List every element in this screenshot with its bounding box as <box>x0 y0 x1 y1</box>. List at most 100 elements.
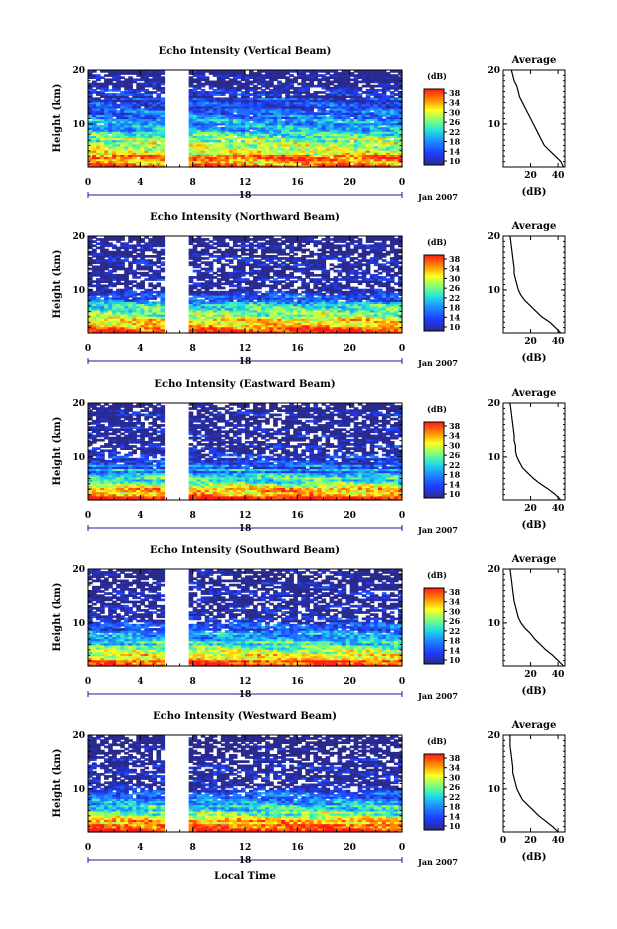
heatmap-cell <box>136 72 141 75</box>
heatmap-cell <box>116 145 121 149</box>
heatmap-cell <box>321 118 327 122</box>
heatmap-cell <box>104 103 109 107</box>
heatmap-cell <box>88 101 93 105</box>
heatmap-cell <box>220 70 226 73</box>
heatmap-cell <box>261 328 266 332</box>
heatmap-cell <box>317 311 323 315</box>
heatmap-cell <box>373 162 379 166</box>
heatmap-cell <box>212 330 218 334</box>
heatmap-cell <box>389 162 395 166</box>
heatmap-cell <box>265 72 270 75</box>
heatmap-cell <box>216 280 222 283</box>
heatmap-cell <box>144 141 149 145</box>
heatmap-cell <box>277 290 282 294</box>
heatmap-cell <box>277 118 282 122</box>
heatmap-cell <box>160 164 166 168</box>
heatmap-cell <box>317 124 323 128</box>
heatmap-cell <box>92 303 97 307</box>
heatmap-cell <box>208 309 214 313</box>
heatmap-cell <box>228 126 234 130</box>
heatmap-cell <box>313 326 319 330</box>
heatmap-cell <box>132 114 137 117</box>
heatmap-cell <box>309 70 315 73</box>
heatmap-cell <box>96 148 101 151</box>
heatmap-cell <box>212 303 218 307</box>
heatmap-cell <box>236 322 242 326</box>
heatmap-cell <box>228 141 234 145</box>
heatmap-cell <box>128 131 133 134</box>
heatmap-cell <box>224 314 230 317</box>
heatmap-cell <box>200 101 206 105</box>
heatmap-cell <box>369 330 375 334</box>
heatmap-cell <box>389 311 395 315</box>
heatmap-cell <box>345 103 351 107</box>
heatmap-cell <box>369 105 375 109</box>
heatmap-cell <box>369 141 375 145</box>
heatmap-cell <box>361 152 367 155</box>
heatmap-cell <box>236 137 242 141</box>
heatmap-cell <box>96 152 101 155</box>
heatmap-cell <box>337 314 343 317</box>
heatmap-cell <box>333 301 339 305</box>
heatmap-cell <box>156 110 162 113</box>
heatmap-cell <box>277 129 282 132</box>
heatmap-cell <box>317 282 323 286</box>
heatmap-cell <box>297 148 302 151</box>
heatmap-cell <box>373 91 379 94</box>
heatmap-cell <box>128 129 133 132</box>
heatmap-cell <box>389 105 395 109</box>
heatmap-cell <box>148 107 154 111</box>
heatmap-cell <box>261 118 266 122</box>
heatmap-cell <box>112 148 117 151</box>
heatmap-cell <box>357 292 363 296</box>
heatmap-cell <box>212 290 218 294</box>
heatmap-cell <box>289 118 294 122</box>
heatmap-cell <box>136 160 141 164</box>
heatmap-cell <box>393 110 399 113</box>
heatmap-cell <box>385 95 391 99</box>
heatmap-cell <box>245 295 250 298</box>
heatmap-cell <box>397 330 403 334</box>
heatmap-cell <box>192 86 198 90</box>
heatmap-cell <box>361 120 367 124</box>
heatmap-cell <box>297 318 302 321</box>
heatmap-cell <box>357 316 363 319</box>
heatmap-cell <box>365 139 371 143</box>
heatmap-cell <box>277 139 282 143</box>
heatmap-cell <box>257 162 262 166</box>
heatmap-cell <box>289 139 294 143</box>
heatmap-cell <box>345 303 351 307</box>
heatmap-cell <box>257 330 262 334</box>
heatmap-cell <box>204 328 210 332</box>
heatmap-cell <box>152 320 158 324</box>
heatmap-cell <box>281 97 286 101</box>
heatmap-cell <box>301 88 306 92</box>
heatmap-cell <box>112 84 117 88</box>
heatmap-cell <box>317 295 323 298</box>
heatmap-cell <box>236 297 242 300</box>
heatmap-cell <box>108 299 113 302</box>
heatmap-cell <box>216 278 222 281</box>
heatmap-cell <box>349 91 355 94</box>
heatmap-cell <box>88 324 93 328</box>
heatmap-cell <box>353 110 359 113</box>
heatmap-cell <box>257 141 262 145</box>
heatmap-cell <box>128 330 133 334</box>
heatmap-cell <box>204 152 210 155</box>
heatmap-cell <box>377 162 383 166</box>
heatmap-cell <box>341 309 347 313</box>
heatmap-cell <box>240 129 246 132</box>
heatmap-cell <box>192 276 198 279</box>
heatmap-cell <box>285 292 290 296</box>
heatmap-cell <box>216 326 222 330</box>
heatmap-cell <box>361 292 367 296</box>
heatmap-cell <box>397 297 403 300</box>
heatmap-cell <box>341 324 347 328</box>
heatmap-cell <box>224 107 230 111</box>
heatmap-cell <box>152 129 158 132</box>
heatmap-cell <box>108 122 113 126</box>
heatmap-cell <box>104 86 109 90</box>
heatmap-cell <box>144 137 149 141</box>
heatmap-cell <box>353 126 359 130</box>
heatmap-cell <box>301 316 306 319</box>
